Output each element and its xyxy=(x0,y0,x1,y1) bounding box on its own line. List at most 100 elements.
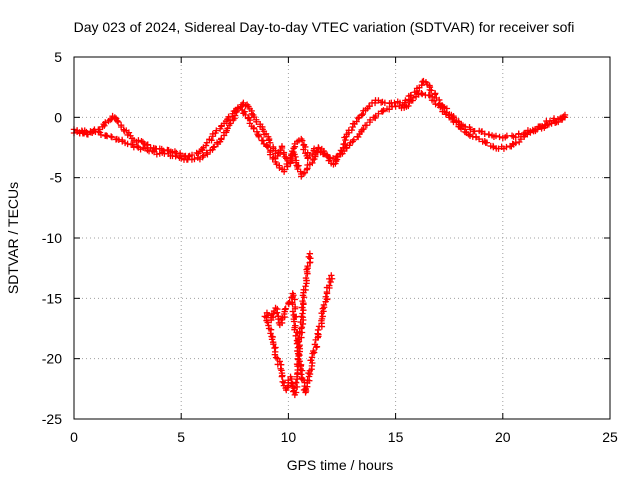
y-tick-label: -15 xyxy=(42,290,62,306)
data-point xyxy=(320,301,328,309)
data-point xyxy=(437,104,444,111)
data-points xyxy=(70,77,569,399)
data-point xyxy=(432,101,439,108)
data-point xyxy=(304,262,311,270)
chart-title: Day 023 of 2024, Sidereal Day-to-day VTE… xyxy=(74,19,575,35)
data-point xyxy=(290,388,297,395)
data-point xyxy=(298,313,305,320)
plot-frame xyxy=(73,56,611,420)
data-point xyxy=(299,310,306,317)
data-point xyxy=(282,305,289,312)
data-point xyxy=(296,358,303,365)
data-point xyxy=(278,144,286,152)
data-point xyxy=(550,115,558,122)
data-point xyxy=(508,132,516,139)
data-point xyxy=(446,114,453,121)
data-point xyxy=(322,293,330,300)
data-point xyxy=(266,151,274,158)
data-point xyxy=(409,94,417,102)
data-point xyxy=(332,157,339,164)
data-point xyxy=(259,137,267,144)
data-point xyxy=(561,111,569,119)
data-point xyxy=(108,134,116,141)
data-point xyxy=(327,278,334,286)
data-point xyxy=(203,149,210,156)
data-point xyxy=(279,378,286,386)
data-point xyxy=(465,131,472,138)
data-point xyxy=(354,114,362,122)
y-tick-label: -20 xyxy=(42,351,62,367)
data-point xyxy=(492,132,500,140)
data-point xyxy=(556,115,564,123)
data-point xyxy=(319,313,326,320)
x-tick-label: 0 xyxy=(70,429,78,445)
data-point xyxy=(290,318,298,325)
grid-lines xyxy=(74,57,610,419)
data-point xyxy=(299,304,306,311)
y-tick-label: 0 xyxy=(54,109,62,125)
data-point xyxy=(177,151,184,159)
data-point xyxy=(270,340,277,348)
x-tick-label: 15 xyxy=(388,429,404,445)
data-point xyxy=(242,111,249,119)
y-axis-label: SDTVAR / TECUs xyxy=(5,182,21,294)
y-tick-label: -5 xyxy=(50,170,63,186)
data-point xyxy=(268,336,276,343)
data-point xyxy=(485,131,493,138)
data-point xyxy=(299,137,306,144)
data-point xyxy=(293,340,301,347)
data-point xyxy=(113,117,121,125)
data-point xyxy=(208,137,215,144)
data-point xyxy=(306,250,314,257)
data-point xyxy=(280,166,288,173)
data-point xyxy=(353,118,360,125)
data-point xyxy=(292,379,300,386)
data-point xyxy=(172,153,179,160)
data-point xyxy=(281,306,289,313)
data-point xyxy=(483,139,491,146)
data-point xyxy=(418,81,425,89)
data-point xyxy=(273,309,281,316)
data-point xyxy=(266,139,274,146)
data-point xyxy=(402,97,409,104)
data-point xyxy=(188,151,196,159)
data-point xyxy=(106,116,114,124)
data-point xyxy=(512,139,519,147)
data-point xyxy=(202,142,210,149)
data-point xyxy=(107,133,115,140)
data-point xyxy=(269,314,277,321)
data-point xyxy=(475,135,483,143)
data-point xyxy=(496,133,503,141)
data-point xyxy=(305,253,313,261)
data-point xyxy=(298,324,306,331)
data-point xyxy=(253,118,260,126)
data-point xyxy=(292,153,299,161)
x-tick-label: 5 xyxy=(177,429,185,445)
data-point xyxy=(350,136,358,144)
data-point xyxy=(299,297,306,305)
data-point xyxy=(290,385,298,392)
data-point xyxy=(272,354,280,361)
data-point xyxy=(281,153,289,161)
data-point xyxy=(365,102,373,110)
data-point xyxy=(457,125,465,132)
data-point xyxy=(267,330,274,337)
data-point xyxy=(380,107,387,114)
data-point xyxy=(366,116,374,124)
x-tick-label: 20 xyxy=(495,429,511,445)
data-point xyxy=(527,129,534,136)
data-point xyxy=(348,126,356,134)
y-tick-label: -10 xyxy=(42,230,62,246)
data-point xyxy=(418,90,425,97)
data-point xyxy=(255,133,263,140)
data-point xyxy=(428,87,435,94)
data-point xyxy=(171,148,179,155)
data-point xyxy=(379,108,386,115)
x-tick-label: 25 xyxy=(602,429,618,445)
y-tick-label: -25 xyxy=(42,411,62,427)
data-point xyxy=(294,347,301,355)
data-point xyxy=(200,152,207,159)
data-point xyxy=(328,272,335,279)
x-axis-label: GPS time / hours xyxy=(287,457,394,473)
y-tick-label: 5 xyxy=(54,49,62,65)
